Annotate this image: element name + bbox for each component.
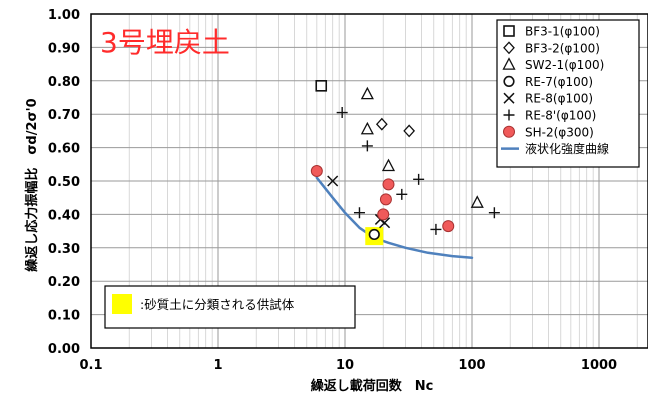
legend-marker [503,92,515,104]
legend-marker [502,57,516,70]
legend-label: BF3-1(φ100) [525,25,600,39]
data-point [310,164,323,177]
legend-label: SH-2(φ300) [525,125,594,139]
data-point-shape [375,117,388,131]
data-point-shape [360,86,374,100]
data-point-shape [336,107,348,119]
highlight-note: :砂質土に分類される供試体 [104,285,356,329]
data-point-shape [396,188,408,200]
legend-marker-shape [503,109,515,121]
plot-frame [90,13,648,349]
legend-marker [503,125,515,138]
data-point-shape [403,124,416,138]
data-point-shape [377,208,390,221]
data-point-shape [315,80,328,92]
data-point-shape [353,207,365,219]
legend-marker [503,41,515,55]
legend-marker [503,25,515,37]
data-point [361,140,373,152]
legend-label: 液状化強度曲線 [525,141,609,156]
y-tick-label: 0.90 [48,41,80,56]
x-tick-label: 0.1 [79,358,102,373]
data-point [353,207,365,219]
y-tick-label: 0.30 [48,242,80,257]
legend-marker [503,75,515,87]
data-point [430,223,442,235]
x-tick-label: 1000 [581,358,617,373]
x-axis-label: 繰返し載荷回数 Nc [311,378,434,394]
data-point [470,195,484,208]
highlight-note-label: :砂質土に分類される供試体 [140,297,295,312]
points-layer [310,80,500,241]
data-point [360,121,374,135]
data-point-shape [379,193,392,206]
data-point [413,173,425,185]
data-point-shape [310,164,323,177]
data-point [403,124,416,138]
data-point [360,86,374,100]
y-tick-label: 0.70 [48,108,80,123]
legend-label: RE-7(φ100) [525,75,593,89]
legend-marker-shape [503,125,515,138]
legend-label: BF3-2(φ100) [525,41,600,55]
y-tick-label: 0.20 [48,275,80,290]
highlight-swatch [112,294,132,314]
legend-marker-shape [503,92,515,104]
data-point-shape [488,207,500,219]
data-point [488,207,500,219]
data-point-shape [361,140,373,152]
data-point [382,178,395,191]
chart-title: 3号埋戻土 [100,26,230,59]
data-point [381,158,396,172]
x-tick-label: 1 [213,358,222,373]
legend-label: RE-8'(φ100) [525,109,596,123]
y-tick-label: 0.40 [48,208,80,223]
data-point [442,220,455,233]
legend-label: RE-8(φ100) [525,92,593,106]
legend-marker-shape [503,41,515,55]
legend-marker-shape [502,57,516,70]
y-tick-label: 0.00 [48,342,80,357]
legend-box [496,19,640,168]
data-point-shape [470,195,484,208]
legend-marker-shape [503,25,515,37]
tick-layer: 0.00 0.10 0.20 0.30 0.40 0.50 0.60 0.70 0.80 0.90… [48,8,617,373]
data-point-shape [413,173,425,185]
data-point [368,228,380,241]
y-tick-label: 0.10 [48,309,80,324]
data-point-shape [381,158,396,172]
data-point [377,208,390,221]
data-point-shape [327,175,339,187]
data-point-shape [430,223,442,235]
data-point [379,193,392,206]
data-point [375,117,388,131]
legend-label: SW2-1(φ100) [525,58,604,72]
data-point [315,80,328,92]
y-tick-label: 0.60 [48,142,80,157]
y-tick-label: 1.00 [48,8,80,23]
data-point [396,188,408,200]
highlight-note-box [104,285,356,329]
data-point-shape [382,178,395,191]
legend: BF3-1(φ100) BF3-2(φ100) SW2-1(φ100) RE-7(φ1… [496,19,640,168]
data-point-shape [360,121,374,135]
x-tick-label: 100 [458,358,485,373]
legend-marker [503,109,515,121]
data-point [327,175,339,187]
data-point-shape [442,220,455,233]
legend-marker-shape [503,75,515,87]
data-point-shape [368,228,380,241]
y-tick-label: 0.80 [48,75,80,90]
y-axis-label: 繰返し応力振幅比 σd/2σ'0 [24,98,40,271]
x-tick-label: 10 [336,358,354,373]
y-tick-label: 0.50 [48,175,80,190]
data-point [336,107,348,119]
